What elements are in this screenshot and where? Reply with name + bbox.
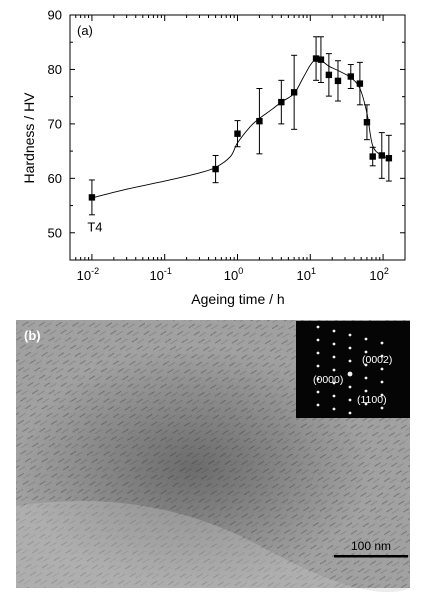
diffraction-spot — [332, 355, 336, 359]
data-point — [317, 56, 325, 63]
diffraction-spot — [332, 342, 336, 346]
scale-bar: 100 nm — [334, 539, 408, 558]
y-tick-label: 60 — [48, 171, 62, 186]
diffraction-spot — [332, 394, 336, 398]
panel-label-a: (a) — [77, 23, 93, 38]
diffraction-spot — [364, 389, 368, 393]
diffraction-spot — [332, 407, 336, 411]
scale-bar-label: 100 nm — [351, 539, 391, 553]
annotation-t4: T4 — [87, 219, 102, 234]
data-point — [334, 77, 342, 85]
x-tick-label: 10-2 — [77, 266, 99, 283]
diffraction-spot — [364, 363, 368, 367]
diffraction-label-0002: (0002) — [362, 354, 392, 366]
hardness-chart: 50 60 70 80 90 10-2 10-1 100 101 102 (a) T4 Hardn… — [21, 8, 406, 307]
diffraction-spot — [348, 359, 352, 363]
diffraction-spot — [348, 385, 352, 389]
diffraction-spot — [347, 371, 353, 377]
diffraction-label-0000: (0000) — [313, 374, 343, 386]
diffraction-spot — [348, 398, 352, 402]
diffraction-spot — [316, 364, 320, 368]
diffraction-spot — [332, 329, 336, 333]
diffraction-spot — [316, 403, 320, 407]
x-tick-label: 10-1 — [149, 266, 171, 283]
y-axis-label: Hardness / HV — [21, 92, 37, 184]
diffraction-inset: (0002) (0000) (1100) — [296, 321, 410, 418]
diffraction-spot — [332, 381, 336, 385]
tem-micrograph: (b) (0002) (0000) (1100) 100 nm — [16, 320, 410, 592]
diffraction-label-1100: (1100) — [357, 394, 387, 406]
data-point — [88, 194, 96, 201]
data-point — [256, 117, 263, 125]
diffraction-spot — [332, 368, 336, 372]
data-point — [325, 71, 333, 79]
diffraction-spot — [380, 367, 384, 371]
x-tick-label: 101 — [297, 266, 316, 283]
y-tick-label: 90 — [48, 8, 62, 23]
diffraction-spot — [316, 377, 320, 381]
data-points — [88, 55, 393, 201]
data-point — [278, 98, 285, 106]
data-point — [363, 119, 371, 126]
data-point — [356, 80, 364, 87]
diffraction-spot — [316, 351, 320, 355]
y-tick-label: 80 — [48, 62, 62, 77]
data-point — [378, 152, 385, 159]
data-point — [312, 55, 320, 62]
diffraction-spot — [364, 402, 368, 406]
y-tick-label: 50 — [48, 225, 62, 240]
data-point — [290, 89, 298, 96]
diffraction-spot — [380, 341, 384, 345]
data-point — [385, 154, 393, 162]
data-point — [234, 130, 241, 137]
y-tick-label: 70 — [48, 116, 62, 131]
diffraction-spot — [316, 338, 320, 342]
diffraction-spot — [380, 393, 384, 397]
diffraction-spot — [364, 337, 368, 341]
panel-label-b: (b) — [24, 328, 41, 343]
diffraction-spots — [316, 325, 384, 415]
diffraction-spot — [364, 376, 368, 380]
x-tick-label: 100 — [224, 266, 243, 283]
diffraction-spot — [364, 350, 368, 354]
diffraction-spot — [316, 390, 320, 394]
data-point — [369, 153, 376, 160]
diffraction-spot — [380, 380, 384, 384]
diffraction-spot — [316, 325, 320, 329]
diffraction-spot — [380, 354, 384, 358]
data-point — [212, 165, 219, 173]
x-tick-label: 102 — [369, 266, 388, 283]
diffraction-spot — [348, 411, 352, 415]
diffraction-spot — [348, 333, 352, 337]
diffraction-spot — [348, 346, 352, 350]
x-axis-label: Ageing time / h — [191, 291, 284, 307]
diffraction-spot — [380, 406, 384, 410]
data-point — [347, 73, 354, 80]
axis-ticks: 50 60 70 80 90 10-2 10-1 100 101 102 — [48, 8, 405, 283]
